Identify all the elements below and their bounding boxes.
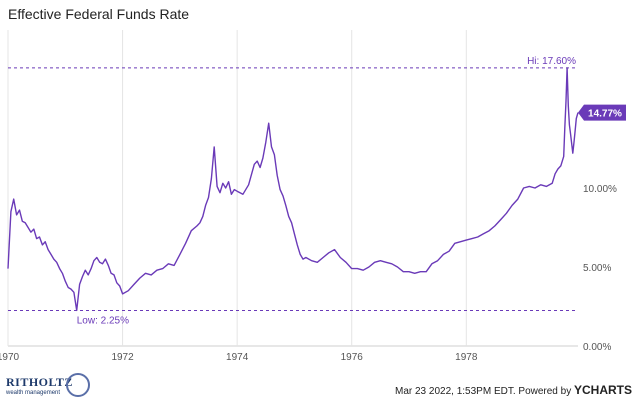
x-tick-label: 1976 — [341, 352, 364, 363]
series-line — [7, 67, 579, 312]
hi-label: Hi: 17.60% — [527, 56, 576, 67]
y-tick-layer: 0.00%5.00%10.00%15.00% — [583, 105, 617, 353]
logo-name: RITHOLTZ — [6, 375, 73, 389]
current-value-label: 14.77% — [588, 109, 622, 120]
annotation-layer: Hi: 17.60% Low: 2.25% 14.77% — [77, 56, 626, 326]
ritholtz-logo: RITHOLTZ wealth management — [6, 373, 90, 397]
attribution-text: Mar 23 2022, 1:53PM EDT. Powered by — [395, 386, 574, 397]
logo-emblem-icon — [66, 373, 90, 397]
x-tick-layer: 1970 1972 1974 1976 1978 — [0, 352, 478, 363]
low-label: Low: 2.25% — [77, 315, 129, 326]
y-tick-label: 10.00% — [583, 184, 617, 195]
reference-lines — [8, 67, 578, 311]
y-tick-label: 0.00% — [583, 342, 611, 353]
chart-title: Effective Federal Funds Rate — [8, 6, 190, 22]
attribution: Mar 23 2022, 1:53PM EDT. Powered by YCHA… — [395, 383, 632, 397]
x-tick-label: 1972 — [111, 352, 134, 363]
logo-subtitle: wealth management — [6, 390, 61, 396]
ycharts-brand[interactable]: YCHARTS — [573, 383, 632, 397]
current-value-badge — [578, 104, 626, 121]
x-tick-label: 1970 — [0, 352, 20, 363]
y-tick-label: 5.00% — [583, 263, 611, 274]
grid-layer — [7, 30, 578, 347]
x-tick-label: 1978 — [455, 352, 478, 363]
x-tick-label: 1974 — [226, 352, 249, 363]
